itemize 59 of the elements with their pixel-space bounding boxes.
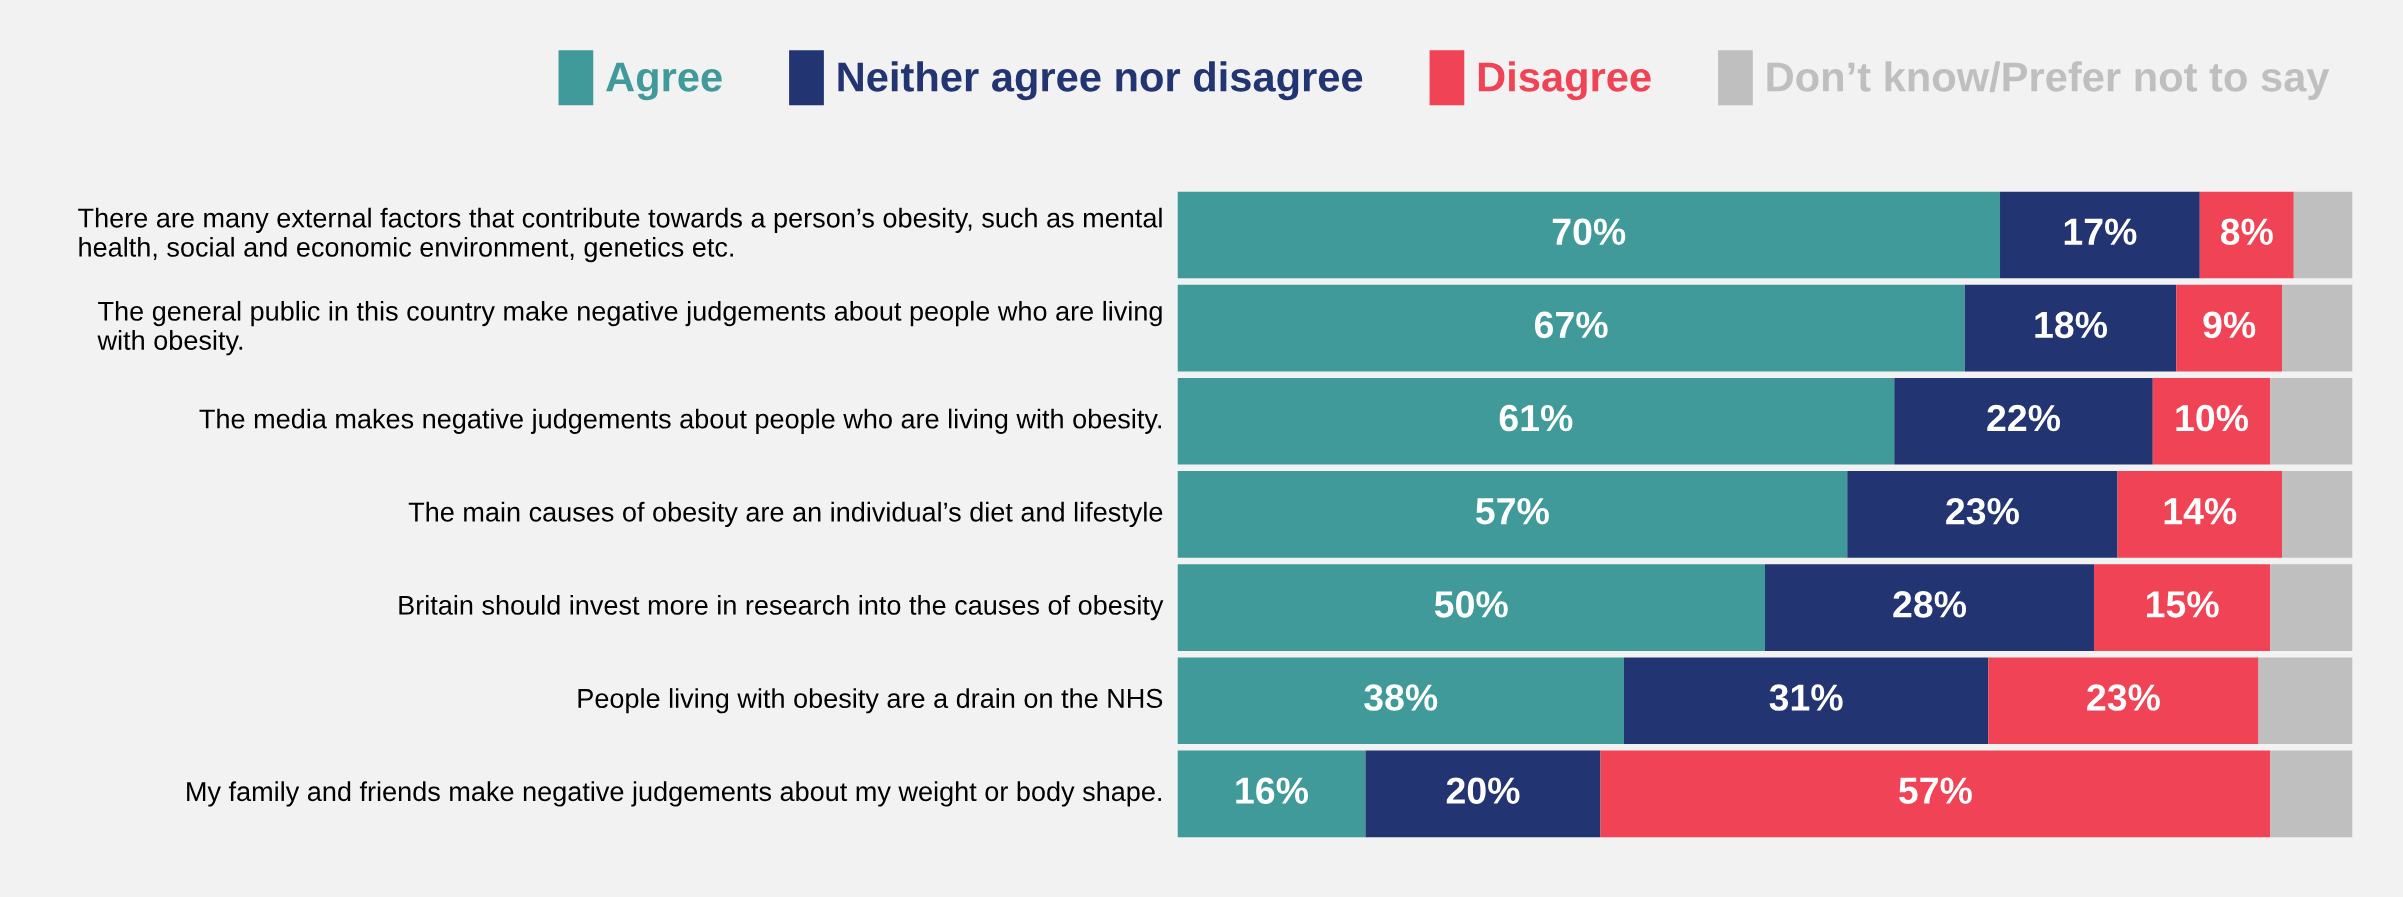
data-label: 10% bbox=[2176, 404, 2249, 432]
bar bbox=[2282, 471, 2353, 558]
bar bbox=[1177, 750, 1366, 838]
bar bbox=[1964, 284, 2177, 372]
bar bbox=[1177, 284, 1965, 372]
bar bbox=[2282, 284, 2353, 372]
bar bbox=[2117, 471, 2283, 558]
data-label: 16% bbox=[1236, 777, 1309, 804]
y-tick-label: The media makes negative judgements about people who are living with obesity. bbox=[199, 408, 1161, 434]
data-label: 14% bbox=[2164, 498, 2237, 525]
bar bbox=[1894, 377, 2153, 465]
y-tick-label: There are many external factors that contribute towards a person’s obesity, such as mental health, social and economic environment, genetics etc. bbox=[78, 207, 1162, 263]
bar bbox=[2000, 191, 2200, 279]
bar bbox=[2258, 657, 2353, 745]
bar bbox=[1177, 471, 1848, 558]
data-label: 50% bbox=[1434, 591, 1508, 618]
bar bbox=[1177, 564, 1765, 651]
y-tick-label: Britain should invest more in research into the causes of obesity bbox=[399, 594, 1164, 621]
legend-label: Neither agree nor disagree bbox=[838, 61, 1363, 101]
data-label: 23% bbox=[1946, 497, 2019, 525]
bar bbox=[2199, 191, 2294, 279]
bar bbox=[1177, 377, 1895, 465]
bar bbox=[1765, 564, 2095, 651]
y-tick-label: People living with obesity are a drain on the NHS bbox=[578, 688, 1163, 714]
bar bbox=[1600, 750, 2271, 838]
data-label: 20% bbox=[1446, 777, 1520, 804]
bar bbox=[1177, 657, 1624, 745]
bar bbox=[2270, 377, 2353, 465]
data-label: 61% bbox=[1499, 404, 1573, 432]
bar bbox=[2270, 750, 2353, 838]
data-label: 67% bbox=[1534, 311, 1608, 339]
data-label: 38% bbox=[1364, 684, 1438, 711]
bar bbox=[2176, 284, 2283, 372]
data-label: 28% bbox=[1893, 591, 1967, 618]
legend-label: Agree bbox=[606, 62, 722, 101]
y-tick-label: The general public in this country make negative judgements about people who are living with obesity. bbox=[97, 300, 1162, 356]
bar bbox=[1988, 657, 2259, 745]
legend-label: Disagree bbox=[1478, 61, 1651, 101]
data-label: 31% bbox=[1769, 684, 1843, 711]
bar bbox=[1624, 657, 1989, 745]
y-tick-label: The main causes of obesity are an individual’s diet and lifestyle bbox=[408, 501, 1163, 528]
y-tick-label: My family and friends make negative judgements about my weight or body shape. bbox=[187, 781, 1161, 807]
bar bbox=[1847, 471, 2118, 558]
bar bbox=[2293, 191, 2353, 279]
bar bbox=[2270, 564, 2353, 651]
data-label: 17% bbox=[2064, 218, 2137, 245]
data-label: 15% bbox=[2146, 591, 2219, 618]
data-label: 8% bbox=[2220, 218, 2273, 246]
bar bbox=[2152, 377, 2271, 465]
bar bbox=[1177, 191, 2001, 279]
data-label: 70% bbox=[1552, 218, 1626, 246]
bar bbox=[2094, 564, 2271, 651]
data-label: 57% bbox=[1899, 777, 1972, 804]
data-label: 23% bbox=[2087, 684, 2160, 711]
data-label: 9% bbox=[2203, 311, 2256, 339]
data-label: 57% bbox=[1475, 498, 1549, 525]
bar bbox=[1365, 750, 1601, 838]
data-label: 22% bbox=[1987, 404, 2061, 432]
data-label: 18% bbox=[2035, 311, 2108, 339]
